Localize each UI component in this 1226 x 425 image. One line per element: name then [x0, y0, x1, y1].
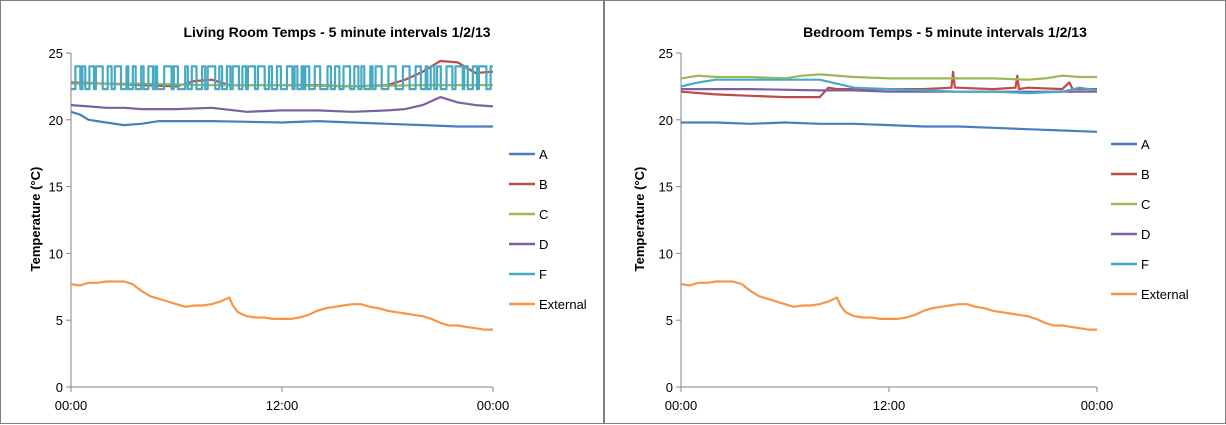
legend-label-f: F: [1141, 257, 1149, 272]
y-axis-title: Temperature (°C): [28, 167, 43, 272]
legend-label-d: D: [539, 237, 548, 252]
chart-title: Living Room Temps - 5 minute intervals 1…: [183, 24, 490, 40]
series-line-external: [680, 280, 1097, 331]
y-tick-label: 0: [56, 380, 63, 395]
legend-label-c: C: [1141, 197, 1150, 212]
legend-label-external: External: [1141, 287, 1189, 302]
x-tick-label: 12:00: [873, 398, 906, 413]
legend-label-a: A: [1141, 137, 1150, 152]
y-tick-label: 15: [49, 180, 63, 195]
x-tick-label: 00:00: [55, 398, 88, 413]
legend-label-f: F: [539, 267, 547, 282]
y-axis-title: Temperature (°C): [632, 167, 647, 272]
y-tick-label: 10: [659, 246, 673, 261]
plot-area: 0 5 10 15 20 25 00:00 12:00 00:00: [49, 46, 510, 413]
legend-label-b: B: [1141, 167, 1150, 182]
y-tick-label: 5: [56, 313, 63, 328]
y-tick-label: 20: [659, 113, 673, 128]
bedroom-chart-panel: Bedroom Temps - 5 minute intervals 1/2/1…: [604, 0, 1226, 424]
x-tick-label: 00:00: [477, 398, 510, 413]
legend-label-d: D: [1141, 227, 1150, 242]
living-room-chart-panel: Living Room Temps - 5 minute intervals 1…: [0, 0, 604, 424]
series-line-d: [70, 95, 494, 113]
y-tick-label: 20: [49, 113, 63, 128]
plot-area: 0 5 10 15 20 25 00:00 12:00 00:00: [659, 46, 1114, 413]
legend-label-b: B: [539, 177, 548, 192]
series-line-b: [680, 70, 1097, 99]
legend-label-a: A: [539, 147, 548, 162]
y-tick-label: 0: [666, 380, 673, 395]
x-tick-label: 00:00: [665, 398, 698, 413]
y-tick-label: 10: [49, 246, 63, 261]
y-tick-label: 5: [666, 313, 673, 328]
y-tick-label: 15: [659, 180, 673, 195]
living-room-chart: Living Room Temps - 5 minute intervals 1…: [28, 24, 587, 413]
x-tick-label: 00:00: [1081, 398, 1114, 413]
legend-label-external: External: [539, 297, 587, 312]
bedroom-chart: Bedroom Temps - 5 minute intervals 1/2/1…: [632, 24, 1189, 413]
y-tick-label: 25: [659, 46, 673, 61]
chart-title: Bedroom Temps - 5 minute intervals 1/2/1…: [803, 24, 1087, 40]
series-line-c: [680, 73, 1097, 81]
series-line-f: [71, 65, 493, 91]
x-tick-label: 12:00: [266, 398, 299, 413]
series-line-external: [70, 280, 493, 331]
legend-label-c: C: [539, 207, 548, 222]
series-line-a: [70, 110, 493, 128]
series-line-f: [680, 78, 1098, 95]
series-line-a: [681, 121, 1098, 133]
y-tick-label: 25: [49, 46, 63, 61]
